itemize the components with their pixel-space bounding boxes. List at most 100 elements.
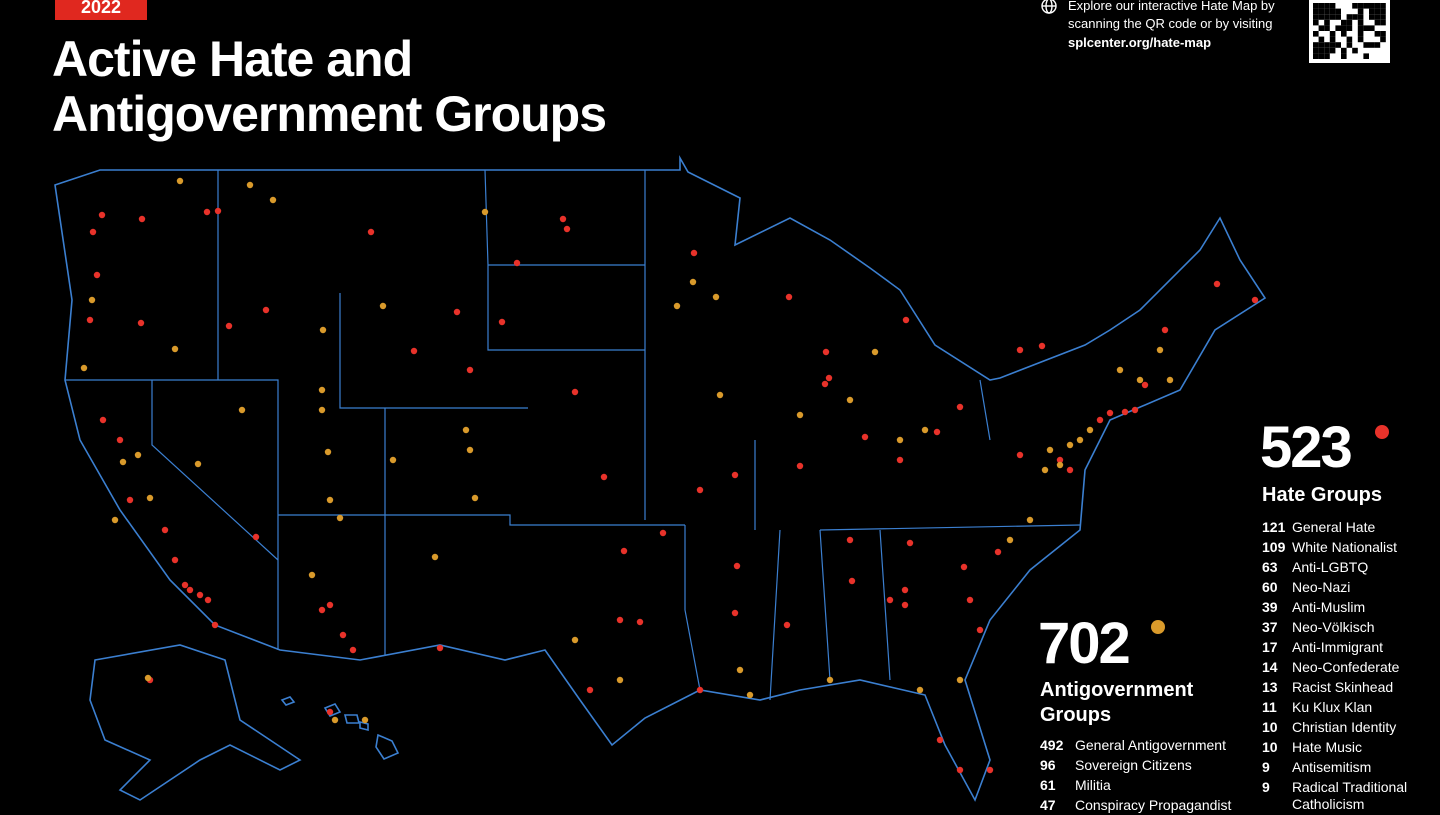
group-dot xyxy=(453,308,461,316)
group-dot xyxy=(636,618,644,626)
qr-module xyxy=(1357,25,1364,31)
qr-module xyxy=(1357,8,1364,15)
group-dot xyxy=(1213,280,1221,288)
group-dot xyxy=(1066,466,1074,474)
group-dot xyxy=(956,766,964,774)
qr-module xyxy=(1313,31,1319,37)
qr-module xyxy=(1329,47,1336,54)
count: 10 xyxy=(1262,739,1278,755)
group-dot xyxy=(318,606,326,614)
qr-module xyxy=(1329,36,1336,43)
state-lines xyxy=(65,169,1081,701)
qr-module xyxy=(1324,42,1330,48)
qr-module xyxy=(1352,3,1358,9)
group-dot xyxy=(203,208,211,216)
count: 60 xyxy=(1262,579,1278,595)
qr-modules xyxy=(1313,3,1386,59)
group-dot xyxy=(389,456,397,464)
group-dot xyxy=(88,296,96,304)
group-dot xyxy=(896,456,904,464)
category: Neo-Völkisch xyxy=(1292,619,1375,635)
group-dot xyxy=(86,316,94,324)
group-dot xyxy=(171,556,179,564)
qr-module xyxy=(1352,47,1358,54)
group-dot xyxy=(308,571,316,579)
list-row: 10 Christian Identity xyxy=(1262,717,1432,737)
group-dot xyxy=(318,386,326,394)
group-dot xyxy=(1096,416,1104,424)
group-dot xyxy=(1056,461,1064,469)
qr-module xyxy=(1374,42,1381,48)
list-row: 9 Antisemitism xyxy=(1262,757,1432,777)
group-dot xyxy=(194,460,202,468)
group-dot xyxy=(186,586,194,594)
qr-module xyxy=(1374,8,1381,15)
group-dot xyxy=(871,348,879,356)
group-dot xyxy=(1006,536,1014,544)
qr-module xyxy=(1324,8,1330,15)
group-dot xyxy=(783,621,791,629)
qr-module xyxy=(1341,53,1347,59)
group-dot xyxy=(696,486,704,494)
group-dot xyxy=(1131,406,1139,414)
list-row: 60 Neo-Nazi xyxy=(1262,577,1432,597)
group-dot xyxy=(936,736,944,744)
qr-module xyxy=(1324,14,1330,20)
qr-module xyxy=(1318,47,1325,54)
group-dot xyxy=(146,494,154,502)
group-dot xyxy=(93,271,101,279)
list-row: 37 Neo-Völkisch xyxy=(1262,617,1432,637)
qr-module xyxy=(1324,47,1330,54)
hawaii xyxy=(280,696,400,760)
category: Hate Music xyxy=(1292,739,1363,755)
group-dot xyxy=(436,644,444,652)
group-dot xyxy=(921,426,929,434)
category: Antisemitism xyxy=(1292,759,1372,775)
category: Christian Identity xyxy=(1292,719,1397,735)
count: 9 xyxy=(1262,779,1270,795)
qr-module xyxy=(1318,25,1325,31)
qr-module xyxy=(1324,3,1330,9)
qr-module xyxy=(1374,3,1381,9)
year-badge: 2022 xyxy=(55,0,147,20)
group-dot xyxy=(616,676,624,684)
group-dot xyxy=(1056,456,1064,464)
qr-module xyxy=(1324,53,1330,59)
list-row: 9 Radical Traditional Catholicism xyxy=(1262,777,1432,813)
group-dot xyxy=(731,471,739,479)
group-dot xyxy=(324,448,332,456)
group-dot xyxy=(571,636,579,644)
qr-module xyxy=(1313,42,1319,48)
group-dot xyxy=(966,596,974,604)
qr-module xyxy=(1380,3,1386,9)
qr-module xyxy=(1374,19,1381,26)
qr-module xyxy=(1369,3,1375,9)
qr-module xyxy=(1380,19,1386,26)
group-dot xyxy=(600,473,608,481)
group-dot xyxy=(80,364,88,372)
count: 96 xyxy=(1040,757,1056,773)
qr-module xyxy=(1369,42,1375,48)
category: General Antigovernment xyxy=(1075,737,1226,753)
group-dots xyxy=(80,177,1259,774)
count: 17 xyxy=(1262,639,1278,655)
qr-module xyxy=(1318,8,1325,15)
group-dot xyxy=(361,716,369,724)
group-dot xyxy=(214,207,222,215)
group-dot xyxy=(716,391,724,399)
group-dot xyxy=(822,348,830,356)
list-row: 47 Conspiracy Propagandist xyxy=(1040,795,1275,815)
list-row: 10 Hate Music xyxy=(1262,737,1432,757)
group-dot xyxy=(1086,426,1094,434)
qr-module xyxy=(1341,47,1347,54)
group-dot xyxy=(986,766,994,774)
count: 121 xyxy=(1262,519,1286,535)
group-dot xyxy=(846,536,854,544)
hate-total: 523 xyxy=(1260,415,1353,480)
group-dot xyxy=(696,686,704,694)
group-dot xyxy=(161,526,169,534)
group-dot xyxy=(1136,376,1144,384)
qr-module xyxy=(1346,14,1353,20)
group-dot xyxy=(976,626,984,634)
